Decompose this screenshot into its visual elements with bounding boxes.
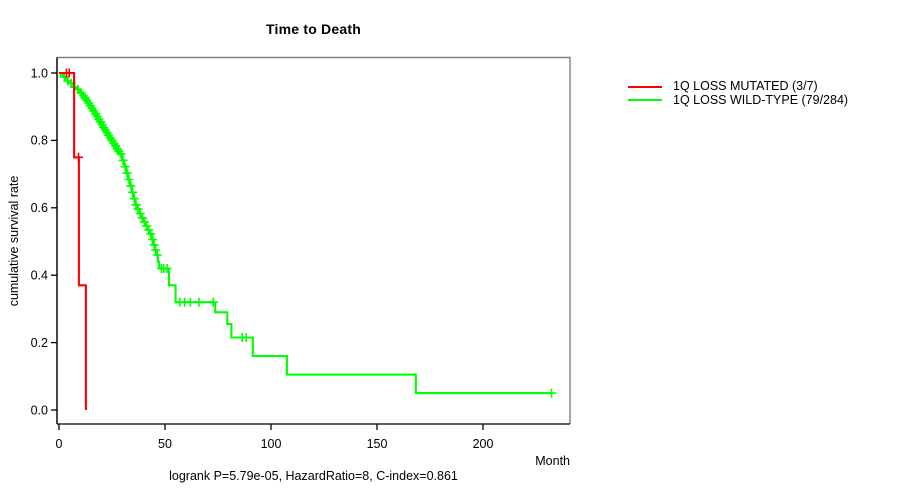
- x-axis-label: Month: [535, 454, 570, 468]
- y-tick-label: 0.8: [31, 134, 48, 148]
- y-tick-label: 0.6: [31, 201, 48, 215]
- legend-item-mutated: 1Q LOSS MUTATED (3/7): [628, 79, 848, 94]
- x-tick-label: 0: [56, 437, 63, 451]
- mutated-km-curve: [59, 71, 87, 410]
- red-line-swatch: [628, 85, 662, 88]
- y-tick-label: 0.4: [31, 269, 48, 283]
- mutated-censor-marks: [61, 68, 83, 162]
- green-line-swatch: [628, 99, 662, 102]
- wildtype-km-curve: [59, 71, 552, 395]
- x-tick-label: 50: [158, 437, 172, 451]
- page-title: Time to Death: [266, 21, 361, 37]
- plot-box: [56, 56, 571, 424]
- x-tick-label: 100: [261, 437, 282, 451]
- wildtype-censor-marks: [59, 72, 556, 398]
- y-tick-label: 0.2: [31, 336, 48, 350]
- y-axis-label: cumulative survival rate: [7, 175, 21, 307]
- y-tick-label: 0.0: [31, 403, 48, 417]
- logrank-annotation: logrank P=5.79e-05, HazardRatio=8, C-ind…: [169, 469, 458, 483]
- legend-item-wildtype: 1Q LOSS WILD-TYPE (79/284): [628, 92, 849, 108]
- y-tick-label: 1.0: [31, 66, 48, 80]
- legend-label-mutated: 1Q LOSS MUTATED (3/7): [673, 79, 818, 93]
- legend-label-wildtype: 1Q LOSS WILD-TYPE (79/284): [673, 92, 849, 107]
- x-tick-label: 150: [367, 437, 388, 451]
- legend: 1Q LOSS MUTATED (3/7) 1Q LOSS WILD-TYPE …: [628, 79, 849, 108]
- x-tick-label: 200: [473, 437, 494, 451]
